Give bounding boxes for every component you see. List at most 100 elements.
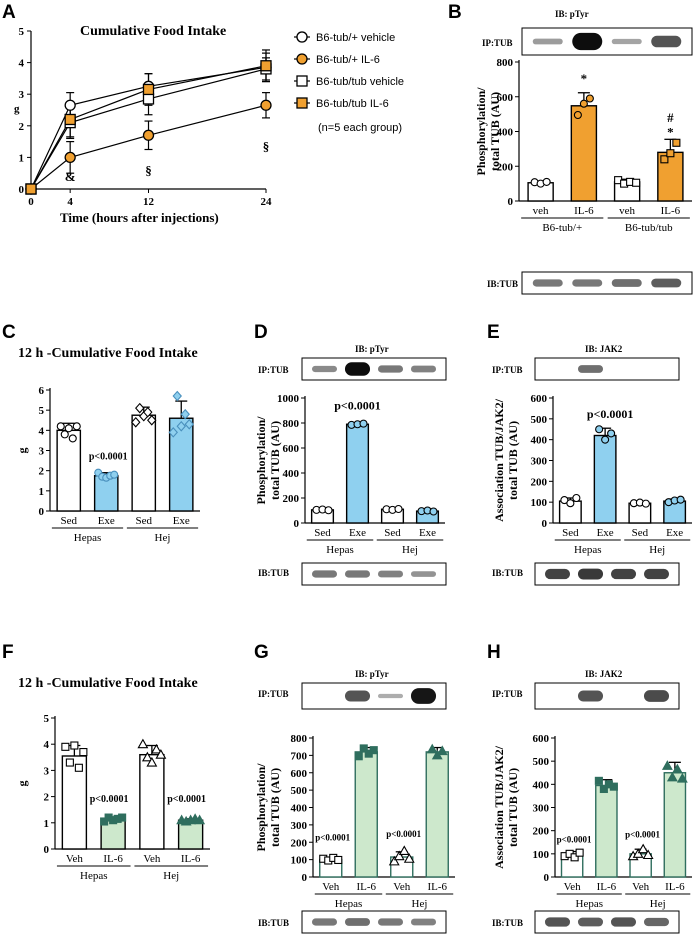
chart-e-point: [595, 425, 604, 434]
chart-b-ytick-label: 600: [497, 92, 514, 104]
blot-e-bottom-label: IB:TUB: [492, 568, 523, 578]
blot-g-bottom-frame: [301, 910, 447, 934]
panel-label-g: G: [254, 642, 269, 663]
legend-item-2: B6-tub/+ IL-6: [316, 54, 380, 66]
chart-c-bar: [131, 414, 157, 512]
blot-d-bottom: [301, 562, 447, 586]
chart-c-point: [184, 418, 194, 430]
blot-e-top-frame: [534, 357, 680, 381]
blot-h-top-band: [643, 690, 670, 702]
chart-a-series-line: [30, 65, 267, 190]
legend-item-4: B6-tub/tub IL-6: [316, 98, 389, 110]
blot-e-top-band: [577, 365, 604, 373]
chart-b-point: [542, 177, 551, 186]
chart-f-point: [194, 814, 206, 825]
blot-h-top-band: [577, 690, 604, 702]
chart-c-point: [135, 402, 145, 414]
chart-e-category-label: Sed: [632, 527, 649, 539]
chart-e-point: [641, 499, 650, 508]
chart-d-point: [324, 506, 333, 515]
blot-g-bottom: [301, 910, 447, 934]
chart-h-point: [666, 771, 678, 782]
chart-g-point: [369, 746, 378, 755]
blot-b-ip-label: IP:TUB: [482, 38, 513, 48]
chart-f-category-label: Veh: [143, 853, 161, 865]
blot-d-top: [301, 357, 447, 381]
chart-e-point: [676, 495, 685, 504]
blot-g-bottom-band: [377, 918, 404, 926]
blot-g-top-band: [344, 690, 371, 702]
chart-e-ytick-label: 0: [542, 518, 548, 530]
chart-h-group-label: Hepas: [576, 898, 604, 910]
chart-e-group-label: Hej: [649, 544, 665, 556]
blot-b-top-band: [532, 38, 563, 45]
blot-g-bottom-band: [311, 918, 338, 926]
chart-a-point: [64, 99, 76, 111]
blot-e-bottom-band: [610, 568, 637, 580]
chart-h-ytick-label: 300: [533, 803, 550, 815]
blot-d-bottom-band: [410, 571, 437, 577]
chart-f-group-label: Hepas: [80, 870, 108, 882]
chart-e-ylabel-line: total TUB (AU): [506, 421, 520, 500]
chart-a-series-line: [30, 68, 267, 190]
chart-h-bar: [663, 772, 687, 878]
chart-c-category-label: Exe: [173, 515, 190, 527]
blot-b-bottom-band: [532, 279, 563, 287]
blot-b-ib-label: IB: pTyr: [555, 9, 589, 19]
chart-f-title: 12 h -Cumulative Food Intake: [18, 676, 198, 691]
chart-c-pvalue: p<0.0001: [89, 452, 128, 463]
chart-h-point: [599, 784, 608, 794]
blot-e-bottom-frame: [534, 562, 680, 586]
blot-b-bottom-label: IB:TUB: [487, 279, 518, 289]
chart-g-category-label: IL-6: [427, 881, 447, 893]
chart-c-ytick-label: 5: [39, 405, 45, 417]
chart-a-ylabel: g: [14, 103, 20, 115]
chart-f-point: [79, 748, 88, 757]
chart-e-category-label: Exe: [666, 527, 683, 539]
chart-b-point: [672, 138, 681, 147]
chart-g: 0 100 200 300 400 500 600 700 800 Phosphorylation…: [254, 733, 455, 910]
chart-c-point: [60, 430, 69, 439]
chart-e-category-label: Sed: [562, 527, 579, 539]
blot-g-ip-label: IP:TUB: [258, 689, 289, 699]
chart-b-ylabel-line: Phosphorylation/: [474, 87, 488, 176]
blot-b-bottom: [521, 271, 693, 295]
chart-f-point: [137, 738, 149, 749]
chart-b-category-label: IL-6: [574, 205, 594, 217]
chart-h-ytick-label: 100: [533, 849, 550, 861]
chart-f-category-label: IL-6: [181, 853, 201, 865]
chart-a-title: Cumulative Food Intake: [80, 24, 226, 39]
chart-b-ytick-label: 200: [497, 161, 514, 173]
blot-h-ip-label: IP:TUB: [492, 689, 523, 699]
chart-g-point: [436, 745, 448, 756]
chart-c-ytick-label: 3: [39, 446, 45, 458]
chart-e-ytick-label: 500: [531, 414, 548, 426]
chart-h-category-label: IL-6: [597, 881, 617, 893]
chart-d-category-label: Sed: [384, 527, 401, 539]
blot-e-ib-label: IB: JAK2: [585, 344, 623, 354]
blot-b-top-band: [572, 32, 603, 51]
chart-f-ytick-label: 1: [44, 818, 50, 830]
chart-a-point: [64, 151, 76, 164]
chart-d-bar: [345, 423, 370, 524]
chart-f-point: [74, 763, 83, 772]
chart-h-pvalue: p<0.0001: [625, 830, 660, 840]
chart-c-ylabel: g: [15, 448, 29, 454]
blot-g-top-band: [410, 688, 437, 704]
blot-h-bottom-band: [577, 917, 604, 927]
chart-h-ytick-label: 400: [533, 779, 550, 791]
blot-e-top: [534, 357, 680, 381]
chart-a-point: [260, 99, 272, 111]
chart-f-point: [141, 751, 153, 762]
chart-h-group-label: Hej: [650, 898, 666, 910]
chart-e-ylabel-line: Association TUB/JAK2/: [492, 398, 506, 521]
chart-a-ytick-label: 3: [19, 89, 25, 101]
chart-g-pvalue: p<0.0001: [386, 829, 421, 839]
blot-b-top-band: [611, 38, 642, 45]
legend-marker-1b: [296, 31, 308, 43]
chart-h-point: [671, 763, 683, 774]
chart-c-group-label: Hepas: [74, 532, 102, 544]
chart-g-category-label: Veh: [322, 881, 340, 893]
